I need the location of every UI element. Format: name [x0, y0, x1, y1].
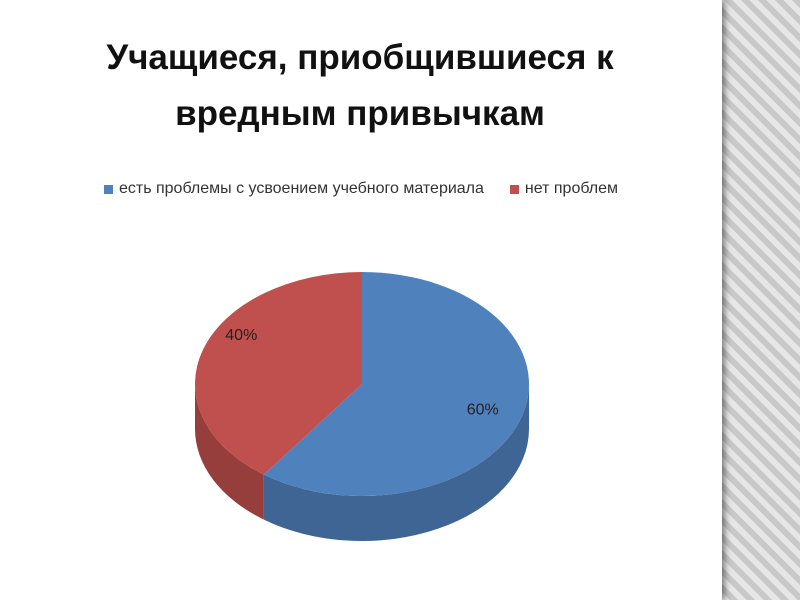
legend-label: есть проблемы с усвоением учебного матер…	[118, 180, 484, 197]
data-label: 60%	[467, 402, 499, 419]
legend: есть проблемы с усвоением учебного матер…	[0, 180, 722, 198]
chart: 60% 40%	[195, 272, 530, 542]
legend-label: нет проблем	[524, 180, 619, 197]
data-label: 40%	[225, 327, 257, 344]
slice	[263, 272, 530, 496]
legend-swatch	[103, 184, 113, 194]
legend-entry: нет проблем	[509, 180, 619, 198]
legend-swatch	[509, 184, 519, 194]
slice	[195, 272, 362, 475]
chart-title: Учащиеся, приобщившиеся к вредным привыч…	[106, 38, 614, 133]
slice-side	[195, 384, 264, 520]
slice-side	[263, 384, 529, 542]
legend-entry: есть проблемы с усвоением учебного матер…	[103, 180, 484, 198]
